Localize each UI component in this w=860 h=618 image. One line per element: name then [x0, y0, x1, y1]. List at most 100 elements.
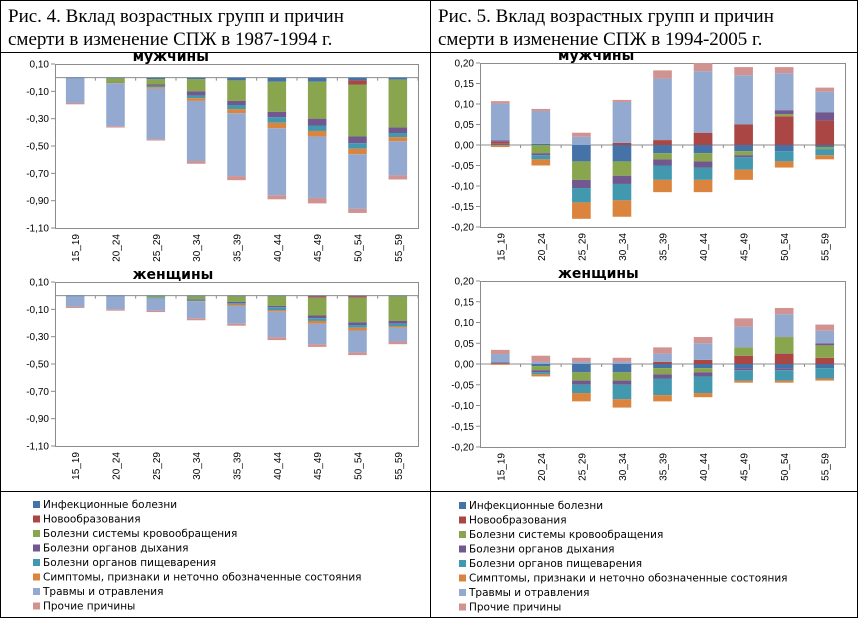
bar-segment	[815, 378, 835, 381]
bar-segment	[653, 347, 672, 354]
x-tick-label: 15_19	[71, 452, 82, 480]
legend-label: Болезни системы кровообращения	[469, 529, 663, 541]
bar-segment	[267, 337, 287, 341]
bar-segment	[653, 395, 672, 402]
bar-segment	[227, 109, 246, 114]
y-tick-label: -0,10	[26, 305, 49, 316]
fig4-title-line2: смерти в изменение СПЖ в 1987-1994 г.	[8, 29, 332, 50]
bar-segment	[815, 147, 835, 150]
x-tick-label: 25_29	[152, 234, 163, 262]
bar-segment	[693, 132, 713, 145]
bar-segment	[490, 349, 510, 355]
bar-segment	[693, 337, 713, 344]
y-tick-label: -0,10	[451, 401, 474, 412]
x-tick-label: 30_34	[192, 234, 203, 262]
bar-segment	[612, 183, 632, 201]
x-tick-label: 45_49	[740, 453, 751, 481]
bar-segment	[815, 112, 835, 121]
bar-segment	[388, 296, 408, 321]
bar-segment	[65, 102, 85, 105]
bar-segment	[693, 153, 713, 162]
bar-segment	[815, 357, 835, 364]
legend-label: Новообразования	[43, 514, 141, 526]
legend-label: Травмы и отравления	[468, 587, 589, 599]
panel-title: мужчины	[558, 48, 634, 64]
fig5-title-line1: Рис. 5. Вклад возрастных групп и причин	[438, 6, 774, 27]
y-tick-label: -0,70	[26, 387, 49, 398]
bar-segment	[186, 301, 206, 319]
y-tick-label: -0,10	[451, 182, 474, 193]
x-tick-label: 40_44	[273, 452, 284, 480]
bar-segment	[348, 330, 367, 353]
bar-segment	[572, 161, 591, 180]
bar-segment	[734, 355, 753, 364]
bar-segment	[307, 296, 327, 298]
bar-segment	[734, 145, 753, 152]
bar-segment	[267, 122, 287, 129]
bar-segment	[186, 296, 206, 300]
legend-swatch	[33, 588, 40, 595]
bar-segment	[227, 176, 246, 181]
bar-segment	[734, 347, 753, 356]
bar-segment	[146, 79, 166, 85]
y-tick-label: 0,10	[30, 278, 50, 289]
y-tick-label: 0,00	[455, 141, 475, 152]
bar-segment	[653, 159, 672, 166]
legend-label: Инфекционные болезни	[43, 499, 177, 511]
bar-segment	[734, 67, 753, 76]
bar-segment	[307, 118, 327, 126]
panel-title: женщины	[133, 267, 214, 283]
x-tick-label: 30_34	[618, 453, 629, 481]
bar-segment	[774, 110, 794, 115]
bar-segment	[348, 352, 367, 356]
bar-segment	[734, 326, 753, 348]
bar-segment	[227, 100, 246, 105]
bar-segment	[267, 310, 287, 312]
bar-segment	[227, 304, 246, 306]
bar-segment	[65, 78, 85, 103]
bar-segment	[531, 110, 551, 144]
legend-swatch	[33, 573, 40, 581]
bar-segment	[490, 143, 510, 145]
bar-segment	[227, 296, 246, 302]
bar-segment	[348, 296, 367, 298]
bar-segment	[612, 357, 632, 362]
bar-segment	[815, 145, 835, 148]
bar-segment	[612, 384, 632, 400]
bar-segment	[693, 359, 713, 364]
bar-segment	[693, 343, 713, 360]
bar-segment	[531, 143, 551, 145]
legend-label: Прочие причины	[469, 602, 561, 614]
bar-segment	[572, 372, 591, 381]
bar-segment	[572, 384, 591, 394]
bar-segment	[815, 149, 835, 156]
bar-segment	[490, 145, 510, 148]
panel-title: мужчины	[133, 49, 209, 65]
bar-segment	[186, 161, 206, 164]
bar-segment	[653, 78, 672, 141]
bar-segment	[348, 297, 367, 323]
bar-segment	[531, 372, 551, 375]
bar-segment	[267, 111, 287, 118]
bar-segment	[307, 320, 327, 324]
legend-fig5: Инфекционные болезни Новообразования Болез…	[459, 500, 788, 614]
legend-label: Болезни органов пищеварения	[469, 558, 642, 570]
bar-segment	[734, 380, 753, 383]
x-tick-label: 40_44	[699, 453, 710, 481]
x-tick-label: 55_59	[394, 452, 405, 480]
bar-segment	[653, 374, 672, 379]
bar-segment	[490, 363, 510, 364]
bar-segment	[815, 87, 835, 92]
bar-segment	[774, 353, 794, 364]
bar-segment	[267, 305, 287, 308]
bar-segment	[388, 327, 408, 342]
legend-swatch	[33, 501, 40, 508]
legend-swatch	[459, 574, 466, 582]
bar-segment	[106, 296, 125, 310]
bar-segment	[106, 309, 125, 311]
y-tick-label: 0,15	[455, 297, 475, 308]
y-tick-label: -0,30	[26, 332, 49, 343]
bar-segment	[815, 343, 835, 346]
x-tick-label: 15_19	[496, 233, 507, 261]
